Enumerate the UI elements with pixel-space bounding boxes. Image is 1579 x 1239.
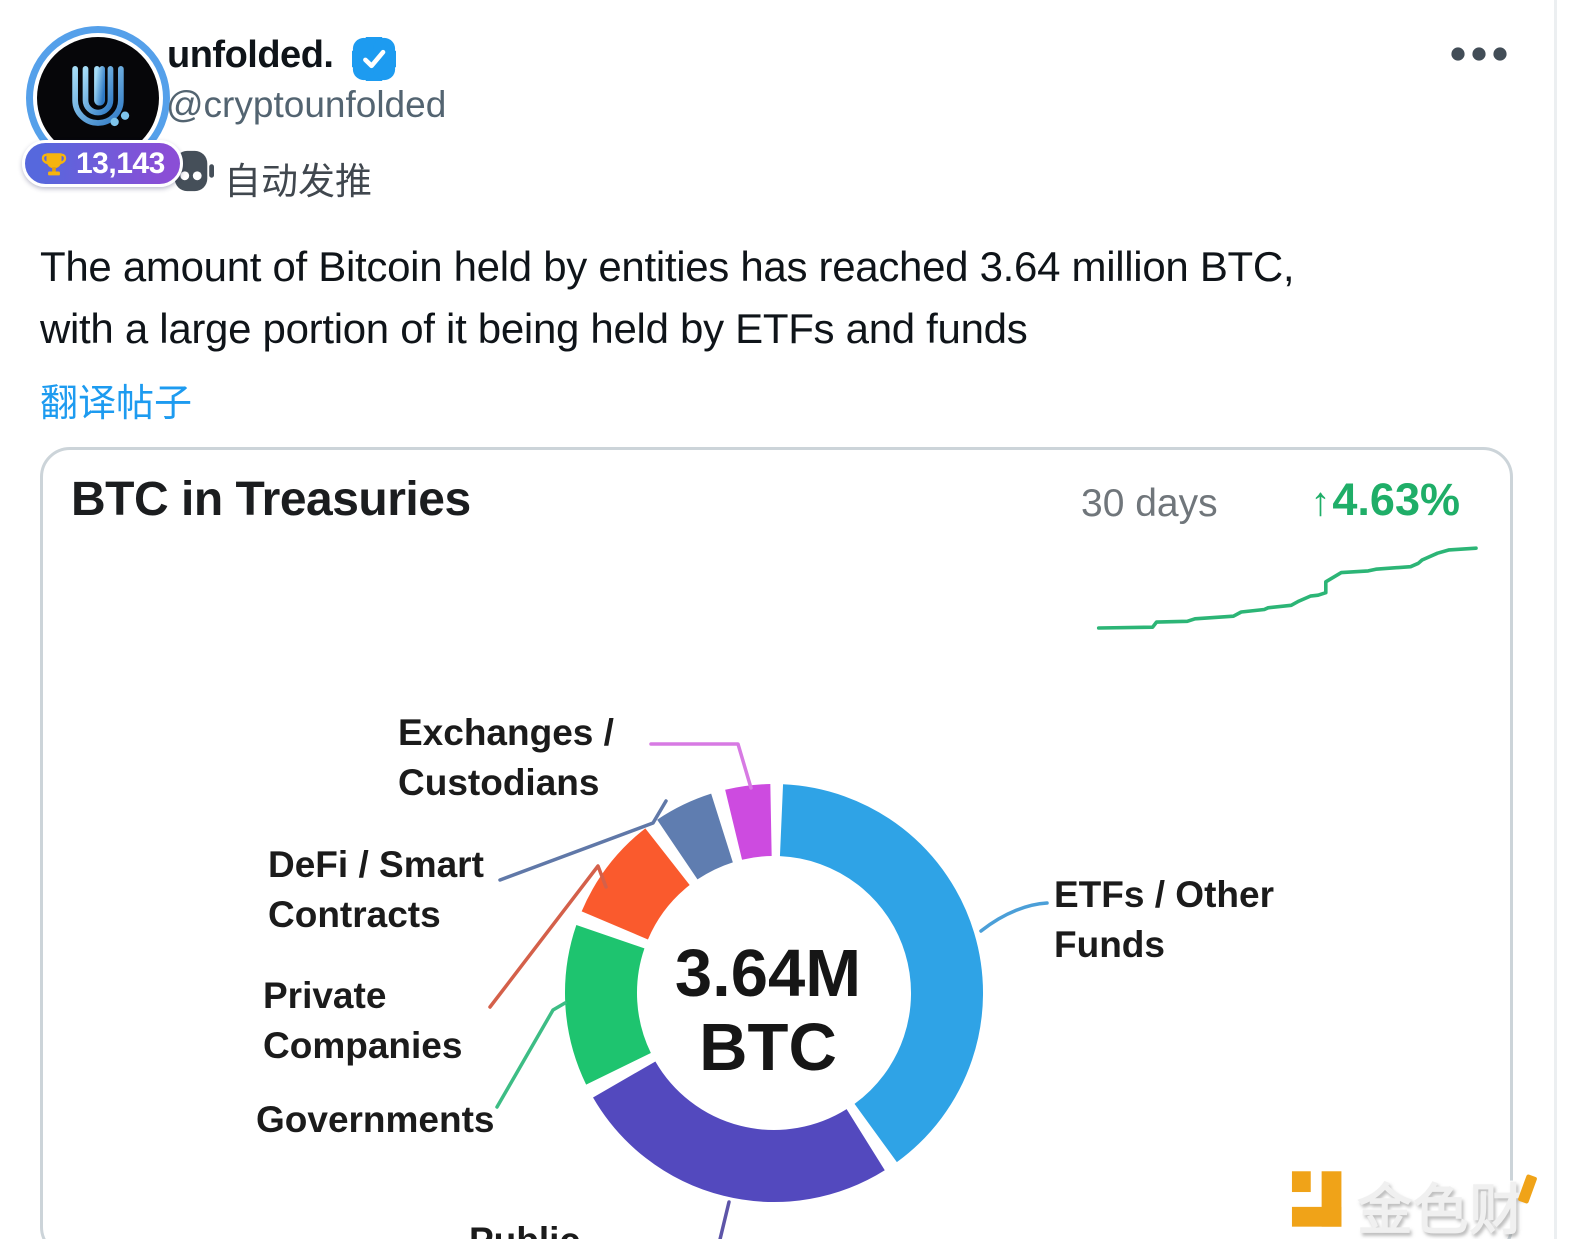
automation-label: 自动发推 [224, 161, 372, 202]
leader-line-etfs [979, 901, 1049, 933]
total-unit: BTC [699, 1010, 837, 1085]
score-badge-value: 13,143 [76, 146, 165, 180]
trophy-icon [41, 152, 67, 175]
avatar-logo [37, 37, 159, 159]
donut-slice [581, 828, 691, 941]
leader-line-defi [498, 799, 668, 882]
total-value: 3.64M [674, 936, 862, 1011]
display-name[interactable]: unfolded. [167, 34, 334, 76]
timeline-column-border [1554, 0, 1557, 1239]
donut-center-total: 3.64M BTC [568, 937, 968, 1085]
label-governments: Governments [256, 1099, 495, 1140]
change-value: 4.63% [1332, 474, 1460, 525]
verified-badge-icon [352, 37, 396, 81]
unfolded-u-logo-icon [72, 66, 130, 127]
tweet-text: The amount of Bitcoin held by entities h… [40, 243, 1295, 352]
robot-icon [168, 150, 214, 192]
watermark: 金色财经 [1288, 1163, 1579, 1239]
change-badge: ↑4.63% [1310, 474, 1460, 526]
leader-line-exchanges [649, 742, 753, 790]
translate-post-link[interactable]: 翻译帖子 [40, 383, 193, 425]
label-etfs-other-funds: ETFs / Other Funds [1054, 874, 1274, 965]
label-private-companies: Private Companies [263, 975, 463, 1066]
handle[interactable]: @cryptounfolded [166, 84, 447, 125]
watermark-text: 金色财经 [1357, 1179, 1526, 1239]
trend-line [1096, 546, 1478, 630]
period-label: 30 days [1081, 482, 1218, 525]
jinse-logo-icon [1291, 1171, 1342, 1227]
chart-title: BTC in Treasuries [71, 473, 471, 526]
label-defi-smart-contracts: DeFi / Smart Contracts [268, 844, 484, 935]
donut-slice [657, 793, 734, 880]
trend-sparkline [1096, 546, 1478, 630]
donut-slice [593, 1060, 885, 1202]
leader-line-governments [495, 1001, 567, 1109]
score-badge[interactable]: 13,143 [22, 140, 183, 187]
up-arrow-icon: ↑ [1310, 480, 1331, 524]
label-exchanges-custodians: Exchanges / Custodians [398, 712, 614, 803]
label-public: Public [469, 1216, 580, 1239]
donut-slice [725, 784, 773, 861]
leader-line-public [718, 1200, 731, 1239]
media-card[interactable]: BTC in Treasuries 30 days ↑4.63% Exchang… [40, 447, 1513, 1239]
more-menu-icon[interactable] [1450, 46, 1508, 62]
